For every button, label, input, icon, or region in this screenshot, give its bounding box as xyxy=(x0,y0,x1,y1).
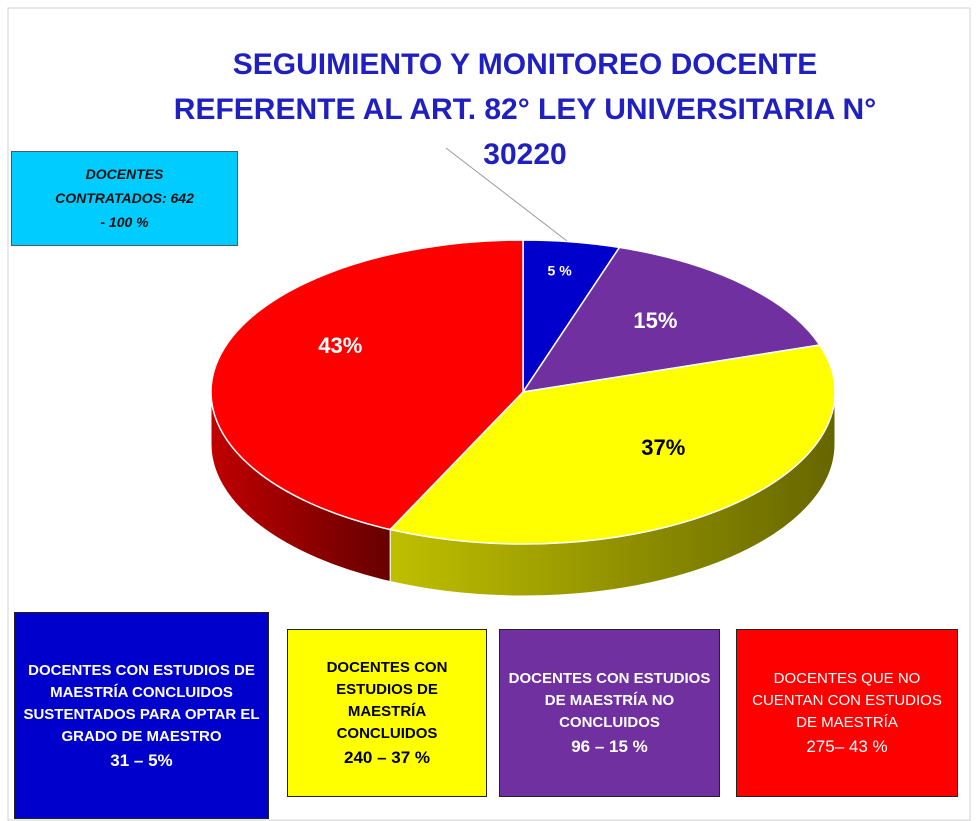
legend-text: DOCENTES CON ESTUDIOS DE MAESTRÍA CONCLU… xyxy=(326,659,448,742)
legend-box: DOCENTES CON ESTUDIOS DE MAESTRÍA NO CON… xyxy=(499,629,720,797)
legend-count: 240 – 37 % xyxy=(343,748,430,767)
legend-box: DOCENTES CON ESTUDIOS DE MAESTRÍA CONCLU… xyxy=(287,629,487,797)
legend-text: DOCENTES QUE NO CUENTAN CON ESTUDIOS DE … xyxy=(752,670,942,731)
slice xyxy=(210,239,524,531)
data-label: 5 % xyxy=(548,263,573,279)
legend-count: 31 – 5% xyxy=(110,750,173,770)
legend-box: DOCENTES QUE NO CUENTAN CON ESTUDIOS DE … xyxy=(736,629,958,797)
data-label: 43% xyxy=(318,333,362,358)
data-label: 37% xyxy=(641,435,685,460)
leader-line xyxy=(445,147,568,242)
legend-count: 96 – 15 % xyxy=(571,737,648,756)
data-label: 15% xyxy=(633,308,677,333)
legend-text: DOCENTES CON ESTUDIOS DE MAESTRÍA NO CON… xyxy=(508,670,711,731)
frame xyxy=(7,7,971,821)
legend-box: DOCENTES CON ESTUDIOS DE MAESTRÍA CONCLU… xyxy=(14,612,269,819)
chart-title: SEGUIMIENTO Y MONITOREO DOCENTE REFERENT… xyxy=(173,48,877,171)
slice xyxy=(388,344,836,545)
slice xyxy=(521,246,822,394)
legend-count: 275– 43 % xyxy=(806,737,888,756)
legend-text: DOCENTES CON ESTUDIOS DE MAESTRÍA CONCLU… xyxy=(23,661,260,745)
note-box: DOCENTES CONTRATADOS: 642 - 100 % xyxy=(11,151,238,246)
